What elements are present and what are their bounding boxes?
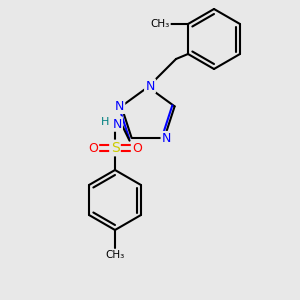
Text: N: N [112, 118, 122, 130]
Text: N: N [162, 132, 171, 145]
Text: H: H [101, 117, 109, 127]
Text: N: N [115, 100, 124, 113]
Text: N: N [145, 80, 155, 92]
Text: CH₃: CH₃ [150, 19, 170, 29]
Text: CH₃: CH₃ [105, 250, 124, 260]
Text: O: O [132, 142, 142, 154]
Text: S: S [111, 141, 119, 155]
Text: O: O [88, 142, 98, 154]
